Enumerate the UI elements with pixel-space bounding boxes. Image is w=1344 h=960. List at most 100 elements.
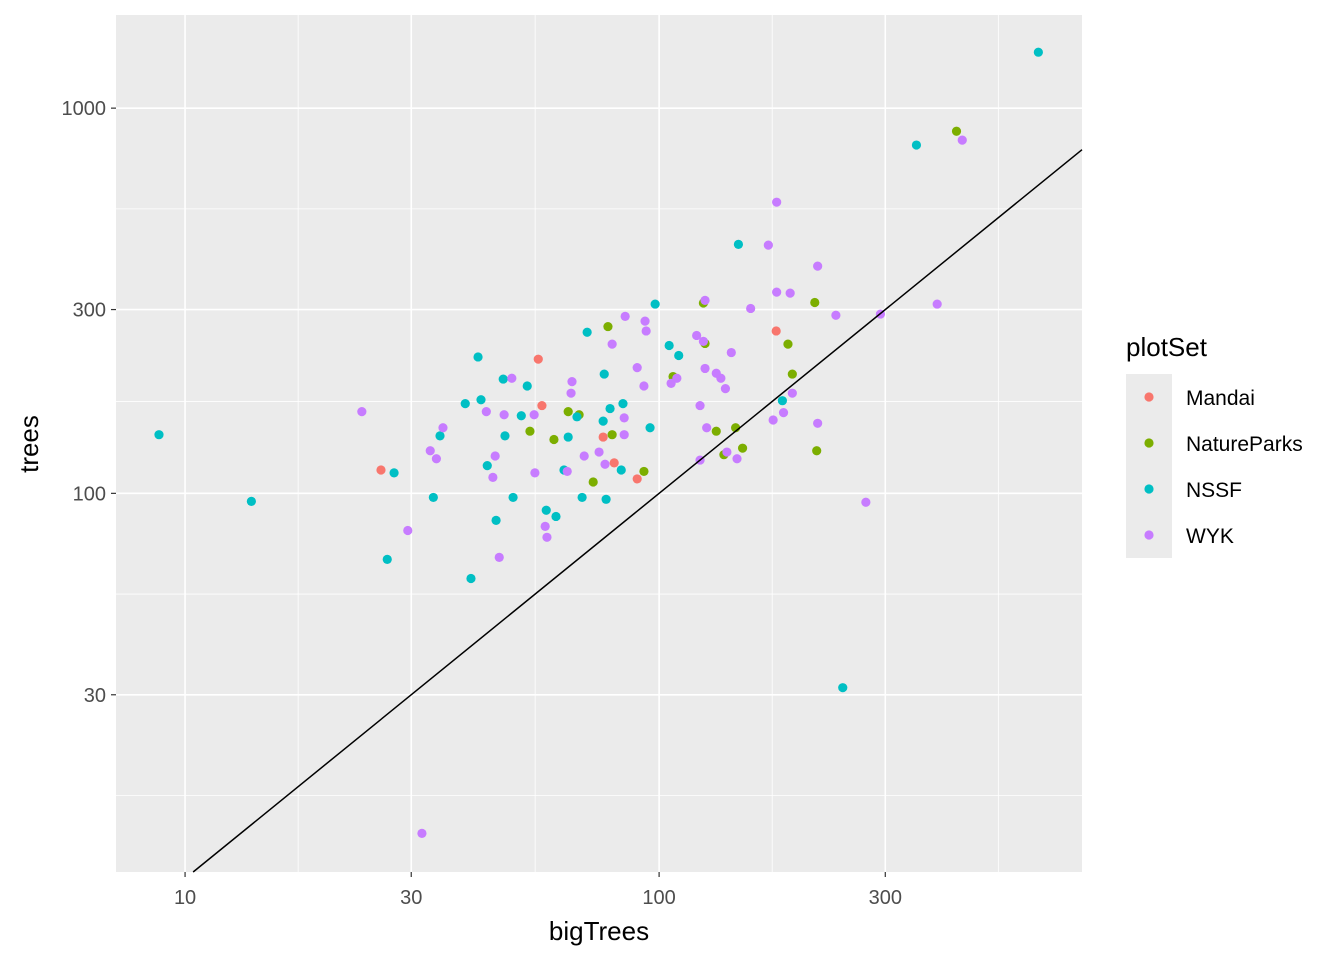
data-point-wyk	[529, 410, 539, 420]
data-point-natureparks	[549, 434, 559, 445]
data-point-wyk	[579, 451, 589, 461]
data-point-wyk	[488, 472, 498, 483]
data-point-nssf	[645, 423, 655, 433]
data-point-nssf	[522, 381, 532, 391]
legend-label: WYK	[1186, 525, 1234, 548]
data-point-wyk	[772, 197, 782, 207]
data-point-nssf	[777, 396, 787, 406]
data-point-wyk	[726, 347, 736, 358]
data-point-wyk	[499, 410, 509, 420]
data-point-nssf	[482, 461, 492, 471]
data-point-natureparks	[603, 321, 613, 332]
data-point-wyk	[632, 363, 642, 373]
data-point-natureparks	[787, 369, 797, 379]
data-point-wyk	[567, 377, 577, 387]
data-point-nssf	[674, 350, 684, 361]
legend-label: Mandai	[1186, 387, 1255, 410]
data-point-natureparks	[588, 477, 598, 487]
data-point-mandai	[609, 458, 619, 468]
data-point-nssf	[389, 468, 399, 478]
y-axis-label: trees	[14, 415, 44, 473]
data-point-nssf	[582, 327, 592, 337]
data-point-natureparks	[812, 446, 822, 456]
data-point-wyk	[813, 261, 823, 271]
data-point-nssf	[838, 683, 848, 693]
data-point-nssf	[601, 494, 611, 504]
y-tick-label: 1000	[62, 98, 107, 120]
legend-key-mandai	[1144, 392, 1154, 402]
data-point-wyk	[600, 459, 610, 469]
data-point-nssf	[572, 412, 582, 422]
data-point-wyk	[700, 363, 710, 374]
data-point-mandai	[376, 465, 386, 475]
data-point-wyk	[932, 299, 942, 309]
data-point-nssf	[491, 515, 501, 525]
data-point-nssf	[911, 140, 922, 150]
data-point-wyk	[431, 454, 442, 464]
data-point-wyk	[566, 388, 576, 398]
data-point-wyk	[716, 373, 726, 383]
major-gridlines	[116, 15, 1082, 872]
x-tick-label: 300	[869, 887, 902, 909]
data-point-nssf	[551, 511, 561, 522]
data-point-wyk	[672, 373, 682, 383]
legend-title: plotSet	[1126, 332, 1208, 362]
minor-gridlines	[116, 15, 1082, 872]
data-point-natureparks	[525, 426, 535, 436]
data-point-wyk	[720, 384, 731, 394]
x-tick-label: 30	[400, 887, 422, 909]
data-point-wyk	[639, 381, 649, 391]
data-point-wyk	[772, 287, 782, 297]
legend-keys-background	[1126, 374, 1172, 558]
data-point-nssf	[154, 430, 164, 440]
identity-line	[192, 149, 1083, 873]
data-point-wyk	[438, 423, 448, 433]
data-point-wyk	[831, 310, 841, 320]
x-tick-label: 10	[174, 887, 196, 909]
data-point-nssf	[664, 340, 674, 351]
data-point-natureparks	[607, 430, 617, 440]
y-tick-label: 100	[73, 483, 106, 505]
data-point-wyk	[481, 407, 491, 417]
data-point-nssf	[618, 398, 628, 409]
data-point-wyk	[594, 447, 604, 457]
data-point-nssf	[1033, 47, 1043, 57]
data-point-wyk	[357, 407, 367, 417]
data-point-wyk	[494, 552, 504, 562]
data-point-natureparks	[810, 297, 820, 308]
data-point-natureparks	[563, 407, 573, 417]
data-point-natureparks	[711, 426, 721, 436]
data-point-wyk	[732, 454, 742, 464]
data-point-wyk	[813, 418, 823, 428]
x-tick-label: 100	[642, 887, 675, 909]
data-point-mandai	[771, 326, 781, 336]
data-point-nssf	[616, 465, 626, 475]
data-point-wyk	[417, 828, 427, 838]
data-point-wyk	[722, 447, 732, 457]
legend: plotSet Mandai NatureParks NSSF WYK	[1126, 332, 1303, 558]
data-point-nssf	[498, 374, 508, 384]
data-point-natureparks	[783, 339, 793, 349]
data-point-wyk	[507, 373, 517, 383]
data-point-nssf	[599, 369, 609, 379]
data-point-nssf	[598, 416, 608, 426]
legend-label: NatureParks	[1186, 433, 1303, 456]
data-point-wyk	[778, 408, 789, 418]
y-axis-ticks: 30 100 300 1000	[62, 98, 116, 707]
y-tick-label: 300	[73, 300, 106, 322]
data-point-wyk	[542, 532, 552, 542]
data-point-nssf	[500, 431, 510, 441]
data-point-wyk	[640, 316, 650, 326]
legend-label: NSSF	[1186, 479, 1242, 502]
data-point-wyk	[763, 240, 773, 250]
data-point-wyk	[530, 468, 540, 478]
data-point-wyk	[607, 339, 617, 349]
y-tick-label: 30	[84, 685, 106, 707]
data-point-wyk	[698, 336, 708, 347]
panel-background	[116, 15, 1082, 872]
legend-key-nssf	[1144, 484, 1154, 494]
data-point-nssf	[605, 403, 615, 414]
data-point-wyk	[861, 497, 871, 507]
data-point-mandai	[533, 354, 543, 364]
data-point-wyk	[490, 451, 500, 461]
